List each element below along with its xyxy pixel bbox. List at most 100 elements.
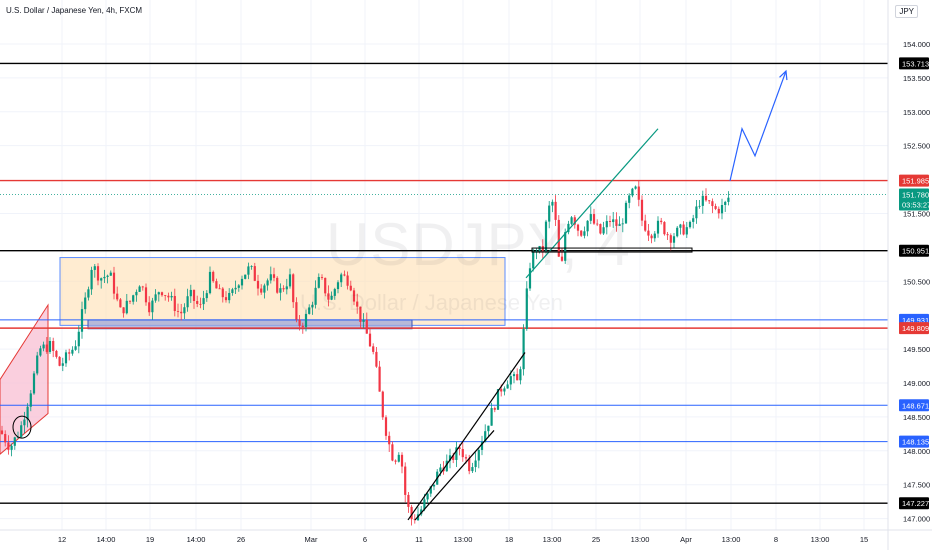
candle-body [560,256,564,261]
candle-body [304,313,308,328]
candle-body [727,197,730,202]
rising-channel [0,303,49,455]
candle-body [516,374,519,381]
time-tick-label: 18 [505,535,513,544]
candle-body [116,293,119,300]
candle-body [112,272,116,294]
candle-body [378,366,381,392]
candle-body [525,288,528,329]
candle-body [586,220,589,232]
candle-body [458,447,461,450]
candle-body [266,280,269,286]
candle-body [429,486,432,494]
candle-body [480,441,484,450]
candle-body [512,374,516,377]
candle-body [708,200,711,202]
candle-body [4,433,7,443]
candle-body [637,186,640,200]
candle-body [48,341,52,352]
candle-body [87,289,90,298]
candle-body [10,445,13,450]
candle-body [404,466,407,495]
candle-body [244,274,247,279]
candle-body [269,274,272,281]
candle-body [125,300,128,314]
price-level-tag-label: 149.931 [902,316,929,325]
candle-body [202,298,205,305]
candle-body [135,291,138,296]
candle-body [272,274,276,278]
candle-body [333,289,336,296]
price-tick-label: 149.000 [903,379,930,388]
time-tick-label: 13:00 [722,535,741,544]
candle-body [711,201,714,207]
candle-body [0,430,4,434]
candle-body [544,221,548,251]
candle-body [679,224,682,228]
candle-body [106,275,109,277]
candle-body [720,204,724,214]
candle-body [573,217,576,225]
candle-body [426,493,429,500]
candle-body [432,484,436,487]
price-level-tag: 149.809 [899,322,929,335]
candle-body [205,293,208,299]
candle-body [471,467,474,472]
price-level-tag-bg [899,497,929,510]
candle-body [461,449,464,458]
candle-body [180,311,183,314]
candle-body [186,296,189,308]
candle-body [263,285,266,293]
candle-body [464,457,468,459]
watermark-name: U.S. Dollar / Japanese Yen [300,290,563,315]
candle-body [132,295,135,302]
candle-body [170,295,173,298]
price-tick-label: 149.500 [903,345,930,354]
candle-body [74,346,77,350]
candle-body [384,417,388,436]
time-tick-label: 26 [237,535,245,544]
candle-body [490,408,493,426]
currency-button[interactable]: JPY [895,5,918,18]
time-tick-label: 11 [415,535,423,544]
price-level-tag-bg [899,57,929,70]
candle-body [557,219,560,257]
price-tick-label: 148.000 [903,447,930,456]
trend-line [407,352,526,521]
candle-body [212,271,215,282]
candle-body [618,224,621,226]
candle-body [365,319,368,334]
price-level-tag-label: 150.951 [902,247,929,256]
candle-body [336,282,340,290]
price-level-tag: 151.985 [899,174,929,187]
candle-body [650,235,653,239]
candle-body [397,454,400,462]
price-axis-bg [888,0,932,550]
candle-body [493,408,496,410]
candle-body [503,388,506,392]
candle-body [698,205,701,207]
candle-body [218,288,221,290]
candle-body [455,447,458,460]
candle-body [391,444,394,461]
candle-body [308,307,311,314]
candle-body [295,302,298,320]
candle-body [148,302,151,313]
time-tick-label: 8 [774,535,778,544]
candle-body [647,230,650,236]
candle-body [253,266,256,281]
price-tick-label: 148.500 [903,413,930,422]
price-tick-label: 147.000 [903,515,930,524]
candle-body [173,295,176,312]
candle-body [509,376,512,385]
candle-body [608,221,612,223]
candle-body [199,303,202,305]
price-tick-label: 147.500 [903,481,930,490]
candle-body [381,391,384,418]
candle-body [160,292,164,296]
candle-body [554,201,557,220]
candle-body [496,389,500,410]
candle-body [45,344,48,352]
